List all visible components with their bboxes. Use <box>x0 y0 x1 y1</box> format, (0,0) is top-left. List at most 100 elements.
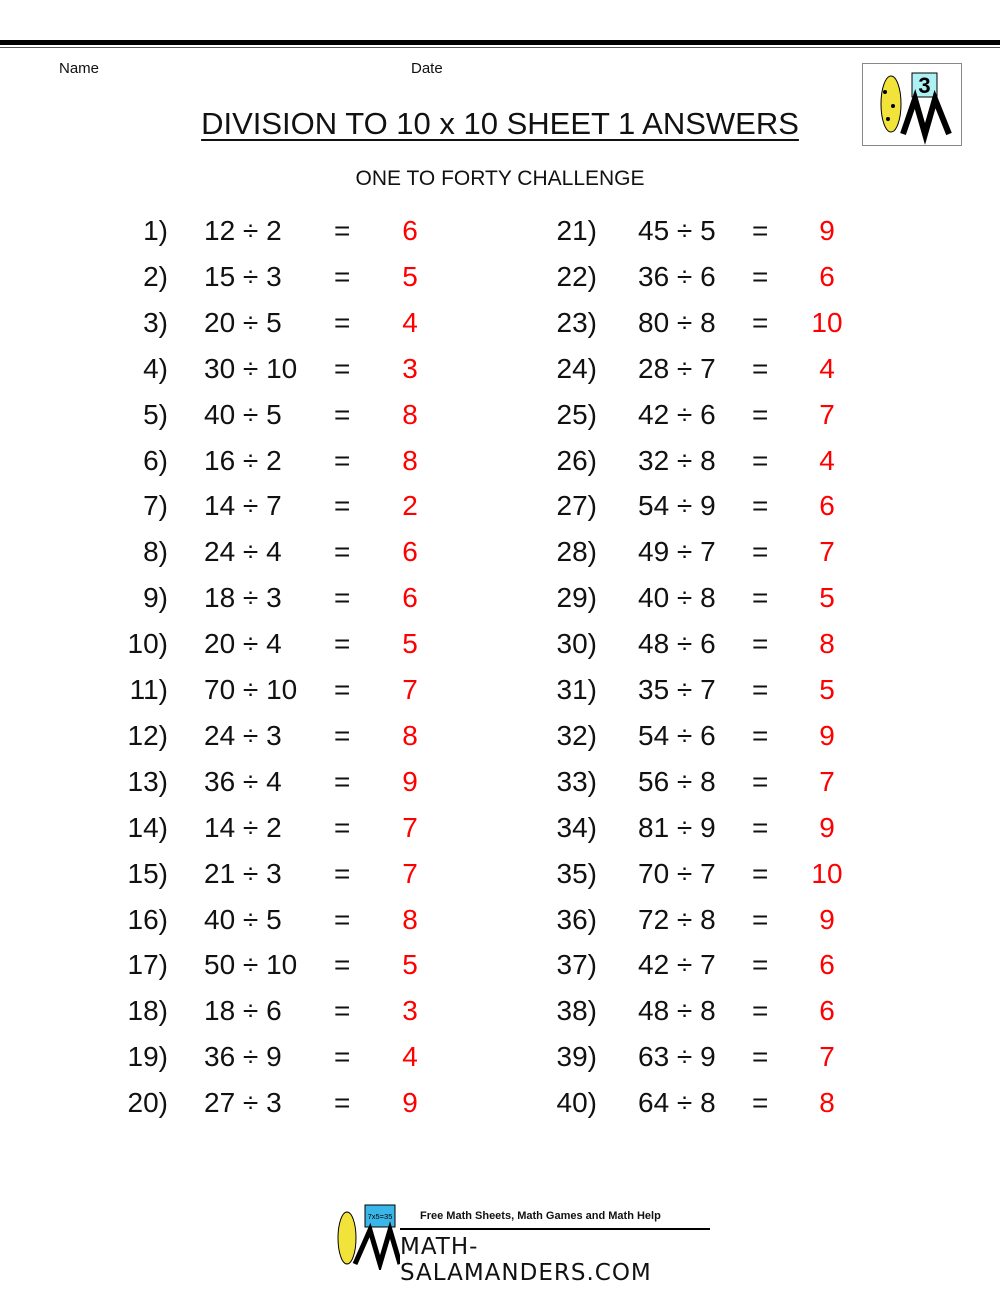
equals-sign: = <box>334 903 351 935</box>
problem-expression: 54 ÷ 9 <box>638 490 716 522</box>
answer: 9 <box>819 719 835 751</box>
equals-sign: = <box>334 995 351 1027</box>
problem-number: 8) <box>143 536 168 568</box>
answer: 8 <box>819 628 835 660</box>
problem-row: 10) 20 ÷ 4 = 5 <box>0 624 1000 664</box>
answer: 6 <box>819 490 835 522</box>
answer: 9 <box>819 811 835 843</box>
equals-sign: = <box>334 582 351 614</box>
answer: 8 <box>819 1087 835 1119</box>
problem-expression: 40 ÷ 5 <box>204 398 282 430</box>
problem-row: 3) 20 ÷ 5 = 4 <box>0 303 1000 343</box>
problem-row: 16) 40 ÷ 5 = 8 <box>0 900 1000 940</box>
problem-row: 37) 42 ÷ 7 = 6 <box>0 945 1000 985</box>
problem-expression: 16 ÷ 2 <box>204 444 282 476</box>
problem-row: 19) 36 ÷ 9 = 4 <box>0 1037 1000 1077</box>
problem-number: 13) <box>127 765 168 797</box>
problem-expression: 14 ÷ 7 <box>204 490 282 522</box>
problem-row: 4) 30 ÷ 10 = 3 <box>0 349 1000 389</box>
problem-number: 29) <box>556 582 597 614</box>
equals-sign: = <box>334 352 351 384</box>
problem-number: 5) <box>143 398 168 430</box>
equals-sign: = <box>334 811 351 843</box>
problem-number: 9) <box>143 582 168 614</box>
problem-number: 16) <box>127 903 168 935</box>
problem-row: 13) 36 ÷ 4 = 9 <box>0 762 1000 802</box>
problem-number: 24) <box>556 352 597 384</box>
problem-number: 11) <box>129 674 168 705</box>
problem-expression: 56 ÷ 8 <box>638 765 716 797</box>
answer: 5 <box>402 628 418 660</box>
answer: 4 <box>819 444 835 476</box>
answer: 5 <box>819 582 835 614</box>
problem-expression: 12 ÷ 2 <box>204 215 282 246</box>
problem-row: 40) 64 ÷ 8 = 8 <box>0 1083 1000 1123</box>
page-subtitle: ONE TO FORTY CHALLENGE <box>355 167 645 190</box>
problem-expression: 63 ÷ 9 <box>638 1041 716 1073</box>
problem-number: 25) <box>556 398 597 430</box>
answer: 7 <box>402 811 418 843</box>
answer: 7 <box>819 536 835 568</box>
equals-sign: = <box>334 628 351 660</box>
problem-number: 35) <box>556 857 597 889</box>
problem-row: 29) 40 ÷ 8 = 5 <box>0 578 1000 618</box>
equals-sign: = <box>334 949 351 981</box>
problem-number: 1) <box>143 215 168 246</box>
problem-expression: 45 ÷ 5 <box>638 215 716 246</box>
problem-row: 24) 28 ÷ 7 = 4 <box>0 349 1000 389</box>
answer: 9 <box>819 903 835 935</box>
problem-number: 6) <box>143 444 168 476</box>
problem-number: 31) <box>556 674 597 705</box>
problem-expression: 54 ÷ 6 <box>638 719 716 751</box>
problem-expression: 15 ÷ 3 <box>204 260 282 292</box>
problem-number: 39) <box>556 1041 597 1073</box>
problem-row: 39) 63 ÷ 9 = 7 <box>0 1037 1000 1077</box>
problem-row: 26) 32 ÷ 8 = 4 <box>0 441 1000 481</box>
problem-expression: 24 ÷ 4 <box>204 536 282 568</box>
footer-tagline: Free Math Sheets, Math Games and Math He… <box>420 1210 661 1222</box>
problem-row: 18) 18 ÷ 6 = 3 <box>0 991 1000 1031</box>
problem-expression: 81 ÷ 9 <box>638 811 716 843</box>
answer: 10 <box>811 306 843 338</box>
equals-sign: = <box>752 719 769 751</box>
answer: 4 <box>402 1041 418 1073</box>
answer: 9 <box>819 215 835 246</box>
problem-expression: 28 ÷ 7 <box>638 352 716 384</box>
equals-sign: = <box>752 857 769 889</box>
equals-sign: = <box>752 490 769 522</box>
problem-expression: 30 ÷ 10 <box>204 352 298 384</box>
equals-sign: = <box>334 857 351 889</box>
equals-sign: = <box>334 306 351 338</box>
problem-row: 2) 15 ÷ 3 = 5 <box>0 257 1000 297</box>
problem-row: 31) 35 ÷ 7 = 5 <box>0 670 1000 710</box>
problem-row: 33) 56 ÷ 8 = 7 <box>0 762 1000 802</box>
problem-number: 33) <box>556 765 597 797</box>
problem-number: 15) <box>127 857 168 889</box>
problem-number: 17) <box>127 949 168 981</box>
equals-sign: = <box>752 306 769 338</box>
problem-number: 22) <box>556 260 597 292</box>
problem-number: 7) <box>143 490 168 522</box>
problem-expression: 72 ÷ 8 <box>638 903 716 935</box>
equals-sign: = <box>334 490 351 522</box>
problem-expression: 48 ÷ 8 <box>638 995 716 1027</box>
answer: 5 <box>819 674 835 705</box>
problem-number: 19) <box>127 1041 168 1073</box>
answer: 4 <box>819 352 835 384</box>
salamander-icon: 3 <box>880 72 952 145</box>
answer: 7 <box>819 765 835 797</box>
problem-row: 30) 48 ÷ 6 = 8 <box>0 624 1000 664</box>
answer: 4 <box>402 306 418 338</box>
problem-row: 11) 70 ÷ 10 = 7 <box>0 670 1000 710</box>
problem-expression: 35 ÷ 7 <box>638 674 716 705</box>
equals-sign: = <box>752 811 769 843</box>
equals-sign: = <box>334 719 351 751</box>
problem-row: 32) 54 ÷ 6 = 9 <box>0 716 1000 756</box>
equals-sign: = <box>334 765 351 797</box>
answer: 8 <box>402 398 418 430</box>
problem-expression: 70 ÷ 10 <box>204 674 298 705</box>
problem-number: 21) <box>556 215 597 246</box>
answer: 6 <box>819 995 835 1027</box>
problem-number: 23) <box>556 306 597 338</box>
problem-expression: 27 ÷ 3 <box>204 1087 282 1119</box>
